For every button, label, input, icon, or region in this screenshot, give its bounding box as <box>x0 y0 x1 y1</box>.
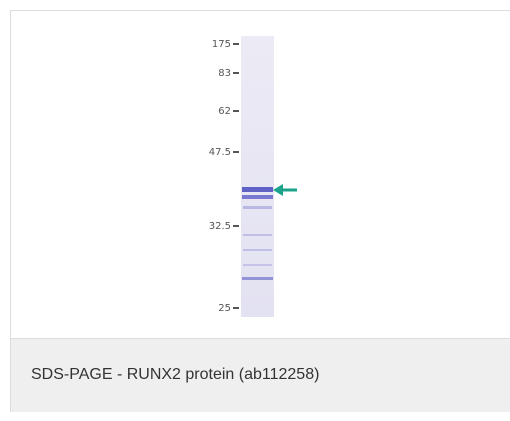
gel-lane <box>241 36 274 317</box>
arrow-head <box>273 184 283 196</box>
caption-bar: SDS-PAGE - RUNX2 protein (ab112258) <box>11 338 510 412</box>
band <box>243 234 272 236</box>
product-image-card: 175 83 62 47.5 32.5 25 SDS-PAGE - RUNX2 prote… <box>10 10 510 412</box>
marker-label: 47.5 <box>209 147 231 158</box>
caption-text: SDS-PAGE - RUNX2 protein (ab112258) <box>31 365 319 385</box>
band <box>243 264 272 266</box>
gel-image[interactable]: 175 83 62 47.5 32.5 25 <box>11 11 510 338</box>
gel-svg: 175 83 62 47.5 32.5 25 <box>11 11 510 338</box>
band <box>242 195 273 199</box>
marker-label: 175 <box>212 39 231 50</box>
marker-label: 25 <box>218 303 231 314</box>
marker-ladder: 175 83 62 47.5 32.5 25 <box>209 39 239 314</box>
band <box>242 277 273 280</box>
band <box>243 206 272 209</box>
page: 175 83 62 47.5 32.5 25 SDS-PAGE - RUNX2 prote… <box>0 0 510 421</box>
marker-label: 62 <box>218 106 231 117</box>
marker-label: 83 <box>218 68 231 79</box>
band <box>243 249 272 251</box>
marker-label: 32.5 <box>209 221 231 232</box>
band <box>242 187 273 192</box>
